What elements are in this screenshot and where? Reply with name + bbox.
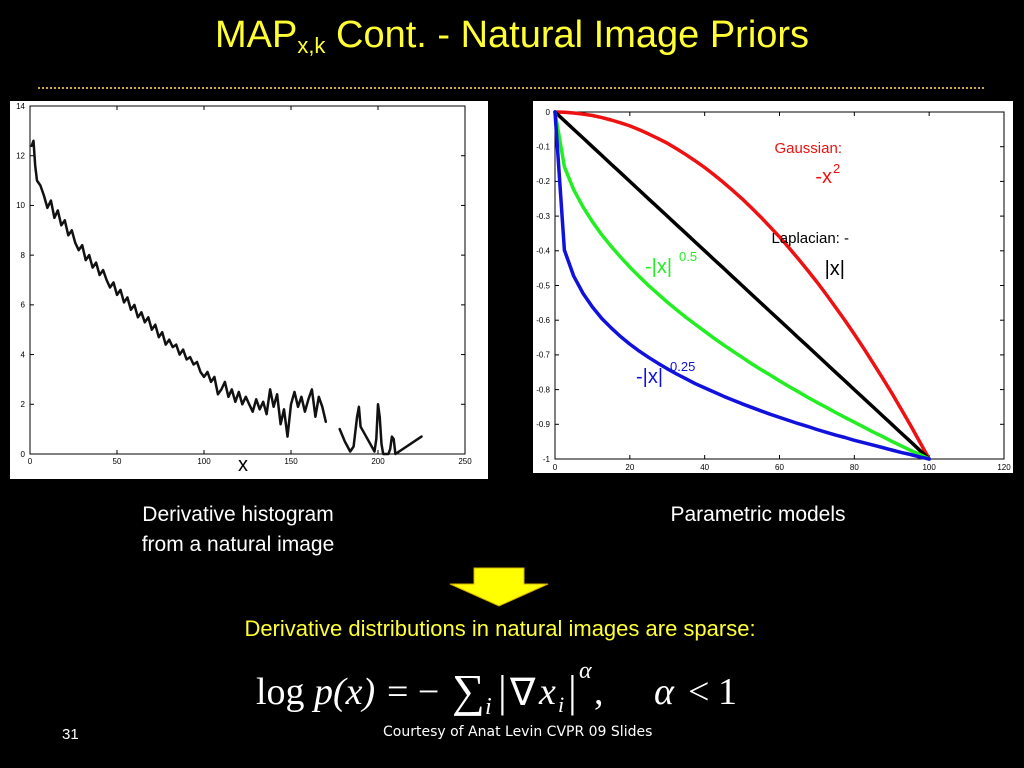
gaussian-exponent: 2	[833, 161, 840, 176]
x-tick-label: 150	[284, 457, 298, 466]
left-caption-line2: from a natural image	[141, 533, 335, 556]
y-tick-label: -0.1	[536, 143, 550, 152]
y-tick-label: 10	[16, 201, 25, 210]
y-tick-label: -0.3	[536, 212, 550, 221]
down-arrow-icon	[449, 567, 549, 607]
pow05-series	[553, 110, 931, 461]
y-tick-label: 8	[21, 251, 26, 260]
gaussian-label: Gaussian:	[774, 140, 842, 157]
credit-text: Courtesy of Anat Levin CVPR 09 Slides	[383, 724, 653, 740]
histogram-main-series	[30, 139, 328, 438]
y-tick-label: -0.6	[536, 316, 550, 325]
pow05-formula: -|x|	[645, 256, 672, 278]
x-tick-label: 20	[625, 463, 634, 472]
x-tick-label: 200	[371, 457, 385, 466]
y-tick-label: 12	[16, 152, 25, 161]
x-tick-label: 0	[28, 457, 33, 466]
left-caption: Derivative histogram from a natural imag…	[98, 500, 378, 560]
x-tick-label: 50	[113, 457, 122, 466]
plot-frame	[554, 111, 1005, 460]
x-tick-label: 60	[775, 463, 784, 472]
gaussian-formula: -x	[815, 166, 832, 188]
y-tick-label: 4	[21, 350, 26, 359]
right-caption: Parametric models	[670, 503, 846, 526]
parametric-panel: 0 20 40 60 80 100 120 0 -0.1 -0.2 -0.3 -0.4 -0.5 -0.6…	[533, 101, 1013, 473]
formula-x-subscript: i	[558, 692, 565, 717]
histogram-panel: 0 50 100 150 200 250 0 2 4 6 8 10 12 14 x	[10, 101, 488, 479]
title-rest: Cont. - Natural Image Priors	[325, 14, 810, 56]
plot-frame	[29, 105, 466, 455]
x-tick-label: 0	[553, 463, 558, 472]
formula-x: x	[539, 671, 556, 713]
histogram-tail-series	[338, 403, 423, 456]
formula-log: log	[256, 671, 305, 713]
formula-p-of-x: p(x)	[314, 671, 376, 713]
histogram-chart: 0 50 100 150 200 250 0 2 4 6 8 10 12 14 x	[16, 102, 472, 476]
y-tick-label: -0.9	[536, 420, 550, 429]
log-prior-formula: log p(x) = − ∑ i | ∇ x i | α , α < 1	[256, 658, 756, 722]
y-tick-label: -0.8	[536, 385, 550, 394]
laplacian-series	[553, 110, 931, 461]
pow05-exponent: 0.5	[679, 249, 697, 264]
x-tick-label: 100	[922, 463, 936, 472]
gaussian-series	[553, 110, 931, 461]
title-subscript: x,k	[297, 33, 326, 58]
y-tick-label: 0	[546, 108, 551, 117]
formula-one: 1	[718, 671, 737, 713]
y-tick-label: -1	[543, 455, 551, 464]
formula-comma: ,	[594, 671, 604, 713]
y-tick-label: 0	[21, 450, 26, 459]
y-tick-label: -0.2	[536, 177, 550, 186]
formula-sum: ∑	[452, 665, 485, 716]
y-tick-label: 2	[21, 400, 26, 409]
x-tick-label: 250	[458, 457, 472, 466]
slide-number: 31	[62, 726, 79, 743]
formula-abs-close: |	[568, 667, 577, 716]
formula-equals-minus: = −	[387, 671, 440, 713]
formula-alpha-exponent: α	[579, 658, 592, 684]
title-main: MAP	[214, 14, 298, 56]
laplacian-label: Laplacian: -	[771, 230, 849, 247]
pow025-exponent: 0.25	[670, 359, 695, 374]
left-caption-line1: Derivative histogram	[142, 503, 334, 526]
parametric-chart: 0 20 40 60 80 100 120 0 -0.1 -0.2 -0.3 -0.4 -0.5 -0.6…	[536, 108, 1011, 472]
slide-title: MAPx,k Cont. - Natural Image Priors	[0, 14, 1024, 59]
formula-alpha: α	[654, 671, 674, 713]
title-divider	[38, 87, 984, 89]
x-tick-label: 40	[700, 463, 709, 472]
y-tick-label: -0.4	[536, 247, 550, 256]
formula-sum-subscript: i	[485, 694, 492, 720]
sparsity-statement: Derivative distributions in natural imag…	[244, 616, 756, 641]
y-tick-label: 14	[16, 102, 25, 111]
laplacian-formula: |x|	[825, 258, 845, 280]
x-tick-label: 80	[850, 463, 859, 472]
pow025-series	[553, 110, 931, 461]
y-tick-label: 6	[21, 301, 26, 310]
x-tick-label: 120	[997, 463, 1011, 472]
y-tick-label: -0.5	[536, 281, 550, 290]
x-tick-label: 100	[197, 457, 211, 466]
pow025-formula: -|x|	[636, 366, 663, 388]
formula-less-than: <	[688, 671, 710, 713]
y-tick-label: -0.7	[536, 351, 550, 360]
formula-nabla: ∇	[510, 672, 536, 714]
formula-abs-open: |	[498, 667, 507, 716]
histogram-x-label: x	[238, 454, 248, 476]
